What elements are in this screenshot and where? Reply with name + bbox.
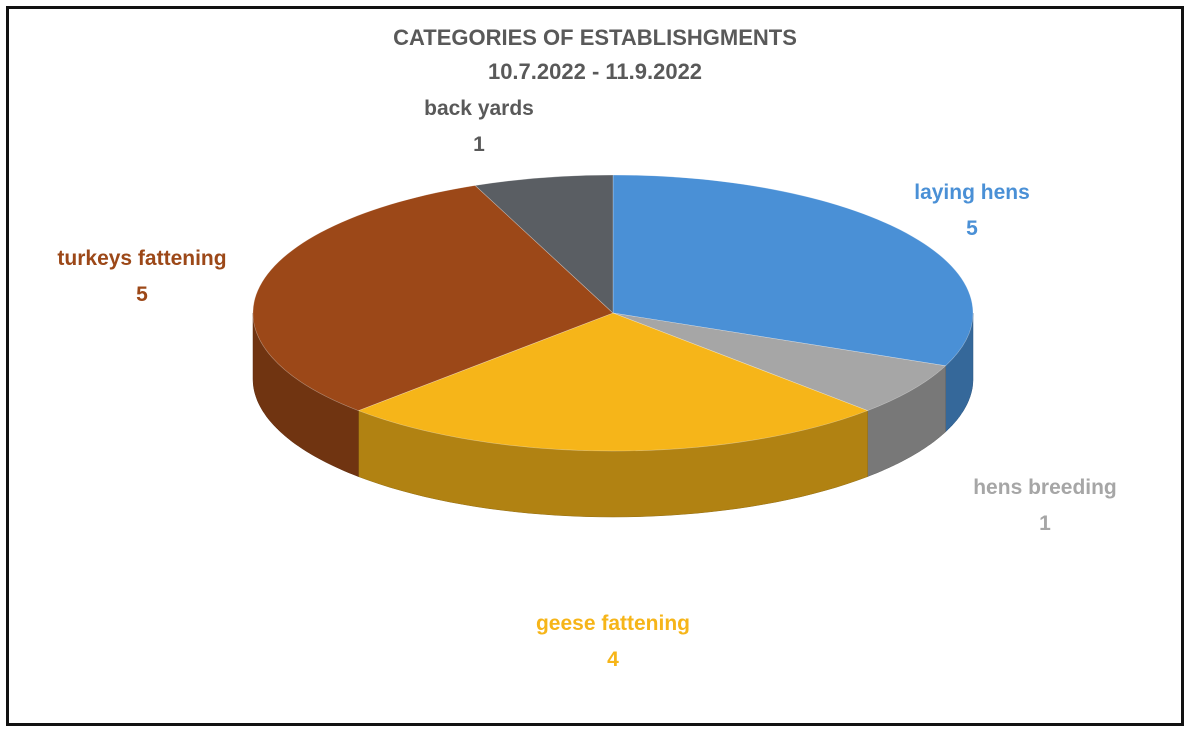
data-label-name: laying hens xyxy=(914,181,1030,204)
data-label-name: turkeys fattening xyxy=(57,247,226,270)
pie-slice-laying-hens xyxy=(612,174,974,367)
data-label-name: back yards xyxy=(424,97,534,120)
pie-slice-hens-breeding xyxy=(612,312,947,411)
data-label-value: 1 xyxy=(473,133,485,156)
pie-side-walls xyxy=(252,312,974,518)
data-label-value: 5 xyxy=(136,283,148,306)
data-label-value: 1 xyxy=(1039,512,1051,535)
data-label-value: 5 xyxy=(966,217,978,240)
data-label-value: 4 xyxy=(607,648,619,671)
chart-title: CATEGORIES OF ESTABLISHGMENTS xyxy=(393,25,797,50)
pie-slice-turkeys-fattening xyxy=(252,185,614,411)
chart-subtitle: 10.7.2022 - 11.9.2022 xyxy=(487,59,703,84)
data-label-name: hens breeding xyxy=(973,476,1117,499)
pie-slice-back-yards xyxy=(474,174,614,314)
data-label-name: geese fattening xyxy=(536,612,690,635)
pie-slice-geese-fattening xyxy=(357,312,869,452)
